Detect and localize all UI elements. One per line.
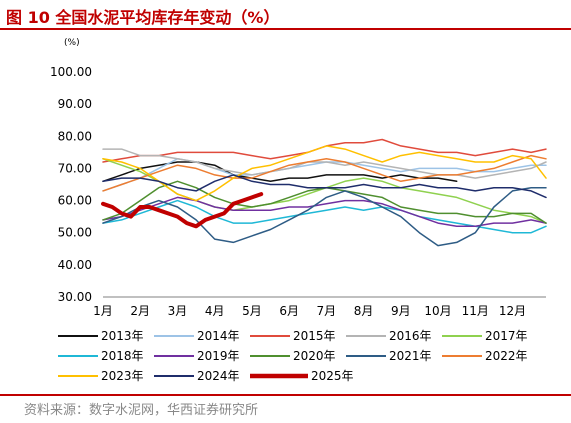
legend-label: 2018年 — [101, 349, 144, 363]
chart-title: 图 10 全国水泥平均库存年变动（%） — [6, 8, 280, 27]
y-tick-label: 80.00 — [58, 129, 92, 143]
series-line-2019 — [102, 196, 547, 228]
y-tick-label: 70.00 — [58, 161, 92, 175]
x-tick-label: 5月 — [242, 304, 262, 318]
legend-label: 2019年 — [197, 349, 240, 363]
x-tick-label: 9月 — [391, 304, 411, 318]
series-line-2013 — [102, 161, 458, 183]
legend-label: 2020年 — [293, 349, 336, 363]
legend-label: 2013年 — [101, 329, 144, 343]
x-tick-label: 2月 — [130, 304, 150, 318]
legend-label: 2024年 — [197, 369, 240, 383]
y-axis: 100.00 90.00 80.00 70.00 60.00 50.00 40.00 30.0… — [50, 65, 92, 304]
legend-label: 2017年 — [485, 329, 528, 343]
series-line-2021 — [102, 186, 547, 247]
legend-label: 2025年 — [311, 369, 354, 383]
series-lines — [101, 138, 547, 247]
y-tick-label: 50.00 — [58, 226, 92, 240]
line-chart: (%) 100.00 90.00 80.00 70.00 60.00 50.00 40.00… — [50, 38, 547, 383]
series-line-2024 — [102, 174, 547, 199]
x-tick-label: 6月 — [279, 304, 299, 318]
x-tick-label: 4月 — [205, 304, 225, 318]
x-tick-label: 10月 — [424, 304, 451, 318]
y-tick-label: 30.00 — [58, 290, 92, 304]
y-unit-label: (%) — [64, 38, 80, 48]
y-tick-label: 40.00 — [58, 258, 92, 272]
source-note: 资料来源：数字水泥网，华西证券研究所 — [24, 403, 259, 418]
x-tick-label: 8月 — [354, 304, 374, 318]
legend-label: 2016年 — [389, 329, 432, 343]
x-tick-label: 7月 — [317, 304, 337, 318]
legend-label: 2022年 — [485, 349, 528, 363]
x-tick-label: 11月 — [462, 304, 489, 318]
x-axis: 1月 2月 3月 4月 5月 6月 7月 8月 9月 10月 11月 12月 — [93, 296, 546, 318]
legend-label: 2014年 — [197, 329, 240, 343]
legend-label: 2015年 — [293, 329, 336, 343]
series-line-2023 — [102, 145, 547, 202]
x-tick-label: 12月 — [499, 304, 526, 318]
legend-label: 2023年 — [101, 369, 144, 383]
x-tick-label: 1月 — [93, 304, 113, 318]
title-rule — [0, 28, 571, 30]
series-line-2022 — [102, 154, 547, 192]
y-tick-label: 100.00 — [50, 65, 92, 79]
source-rule — [0, 394, 571, 396]
legend-label: 2021年 — [389, 349, 432, 363]
series-line-2025 — [101, 192, 264, 229]
series-line-2016 — [102, 148, 547, 179]
y-tick-label: 90.00 — [58, 97, 92, 111]
x-tick-label: 3月 — [168, 304, 188, 318]
y-tick-label: 60.00 — [58, 194, 92, 208]
legend: 2013年 2014年 2015年 2016年 2017年 2018年 2019年 2020年… — [58, 329, 528, 383]
